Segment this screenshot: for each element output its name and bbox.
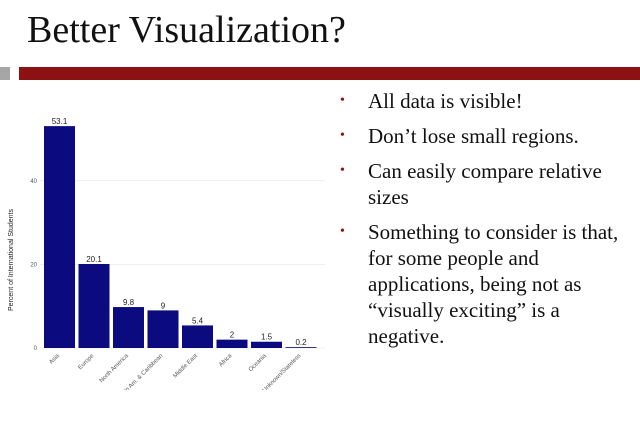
bar: [113, 307, 144, 348]
data-label: 9.8: [123, 298, 135, 307]
x-tick-label: Middle East: [172, 353, 199, 380]
slide-title: Better Visualization?: [27, 9, 346, 51]
data-label: 1.5: [261, 333, 273, 342]
x-tick-label: Unknown/Stateless: [262, 353, 303, 390]
x-tick-label: Europe: [77, 353, 95, 371]
bar: [216, 339, 248, 348]
data-label: 0.2: [295, 338, 307, 347]
y-tick-label: 20: [30, 262, 37, 268]
y-axis-label: Percent of International Students: [8, 209, 15, 311]
bullet-item: • All data is visible!: [340, 88, 636, 114]
bullet-item: • Don’t lose small regions.: [340, 123, 636, 149]
data-label: 9: [161, 301, 166, 310]
bar-chart: 53.1 20.1 9.8 9 5.4 2 1.5 0.2 0 20 40 Asia Europe N…: [8, 110, 325, 390]
bar: [182, 325, 213, 348]
data-label: 20.1: [86, 255, 102, 264]
x-tick-label: Oceania: [248, 353, 269, 374]
decorative-gray-bar: [0, 67, 10, 80]
bullet-list: • All data is visible! • Don’t lose small …: [340, 88, 636, 358]
bullet-text: Don’t lose small regions.: [368, 124, 579, 148]
bullet-text: Can easily compare relative sizes: [368, 159, 602, 209]
bullet-dot-icon: •: [340, 128, 345, 143]
bullet-text: Something to consider is that, for some …: [368, 220, 619, 348]
x-tick-label: North America: [99, 353, 131, 385]
decorative-red-bar: [19, 67, 640, 80]
bar: [147, 310, 179, 348]
bar: [44, 126, 75, 348]
bullet-dot-icon: •: [340, 163, 345, 178]
bar: [285, 347, 317, 348]
data-label: 2: [230, 331, 235, 340]
data-label: 53.1: [52, 117, 68, 126]
y-tick-label: 40: [30, 179, 37, 185]
data-label: 5.4: [192, 316, 204, 325]
y-tick-label: 0: [34, 346, 38, 352]
bullet-item: • Can easily compare relative sizes: [340, 158, 636, 210]
bullet-item: • Something to consider is that, for some…: [340, 219, 636, 349]
x-tick-label: Africa: [218, 353, 234, 369]
bar: [251, 341, 282, 348]
x-tick-label: Asia: [48, 353, 61, 366]
bullet-dot-icon: •: [340, 224, 345, 239]
bullet-text: All data is visible!: [368, 89, 523, 113]
bar: [78, 264, 110, 348]
bullet-dot-icon: •: [340, 93, 345, 108]
